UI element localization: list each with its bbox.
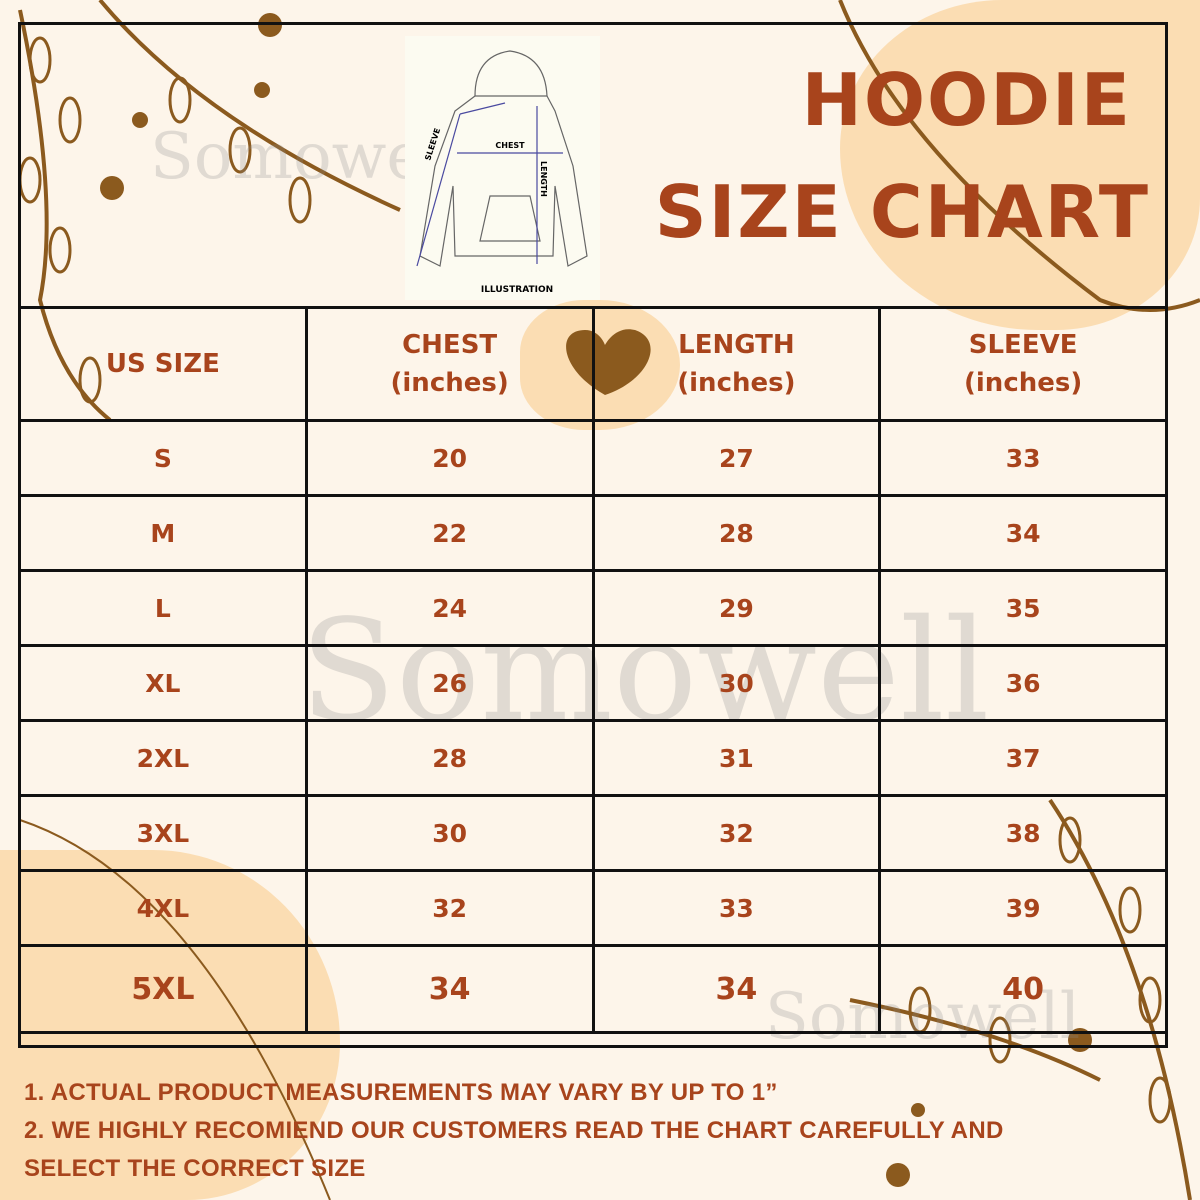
cell-chest: 22 — [304, 494, 595, 572]
cell-length: 30 — [591, 644, 882, 722]
cell-length: 28 — [591, 494, 882, 572]
table-row: S 20 27 33 — [18, 419, 1168, 497]
note-1: 1. ACTUAL PRODUCT MEASUREMENTS MAY VARY … — [24, 1079, 778, 1106]
cell-chest: 24 — [304, 569, 595, 647]
title-line-2: SIZE CHART — [654, 170, 1150, 254]
hoodie-icon: CHEST LENGTH SLEEVE ILLUSTRATION — [416, 50, 588, 295]
cell-size: 3XL — [18, 794, 308, 872]
hoodie-illustration: CHEST LENGTH SLEEVE ILLUSTRATION — [405, 36, 600, 300]
cell-length: 29 — [591, 569, 882, 647]
cell-length: 32 — [591, 794, 882, 872]
cell-sleeve: 33 — [878, 419, 1168, 497]
cell-sleeve: 37 — [878, 719, 1168, 797]
cell-size: 4XL — [18, 869, 308, 947]
cell-sleeve: 38 — [878, 794, 1168, 872]
cell-size: 5XL — [18, 944, 308, 1034]
cell-sleeve: 40 — [878, 944, 1168, 1034]
chest-label: CHEST — [495, 141, 525, 150]
table-row: L 24 29 35 — [18, 569, 1168, 647]
note-2: 2. WE HIGHLY RECOMIEND OUR CUSTOMERS REA… — [24, 1117, 1004, 1144]
cell-chest: 32 — [304, 869, 595, 947]
cell-length: 31 — [591, 719, 882, 797]
cell-chest: 26 — [304, 644, 595, 722]
table-row: XL 26 30 36 — [18, 644, 1168, 722]
cell-chest: 30 — [304, 794, 595, 872]
cell-sleeve: 36 — [878, 644, 1168, 722]
cell-length: 33 — [591, 869, 882, 947]
size-table: US SIZE CHEST (inches) LENGTH (inches) SLE… — [18, 306, 1168, 1034]
illustration-caption: ILLUSTRATION — [481, 285, 553, 295]
cell-sleeve: 34 — [878, 494, 1168, 572]
title-line-1: HOODIE — [801, 58, 1132, 142]
cell-size: XL — [18, 644, 308, 722]
cell-size: 2XL — [18, 719, 308, 797]
notes: 1. ACTUAL PRODUCT MEASUREMENTS MAY VARY … — [24, 1074, 1004, 1188]
table-row: 2XL 28 31 37 — [18, 719, 1168, 797]
cell-chest: 20 — [304, 419, 595, 497]
note-3: SELECT THE CORRECT SIZE — [24, 1155, 366, 1182]
cell-chest: 34 — [304, 944, 595, 1034]
header-length: LENGTH (inches) — [591, 306, 882, 422]
cell-sleeve: 39 — [878, 869, 1168, 947]
header-sleeve: SLEEVE (inches) — [878, 306, 1168, 422]
table-header-row: US SIZE CHEST (inches) LENGTH (inches) SLE… — [18, 306, 1168, 422]
cell-size: M — [18, 494, 308, 572]
cell-size: S — [18, 419, 308, 497]
cell-length: 34 — [591, 944, 882, 1034]
table-row: 4XL 32 33 39 — [18, 869, 1168, 947]
table-row: 5XL 34 34 40 — [18, 944, 1168, 1034]
length-label: LENGTH — [539, 161, 548, 197]
header-chest: CHEST (inches) — [304, 306, 595, 422]
cell-chest: 28 — [304, 719, 595, 797]
table-row: M 22 28 34 — [18, 494, 1168, 572]
sleeve-label: SLEEVE — [423, 127, 442, 162]
cell-size: L — [18, 569, 308, 647]
cell-sleeve: 35 — [878, 569, 1168, 647]
table-row: 3XL 30 32 38 — [18, 794, 1168, 872]
cell-length: 27 — [591, 419, 882, 497]
header-us-size: US SIZE — [18, 306, 308, 422]
